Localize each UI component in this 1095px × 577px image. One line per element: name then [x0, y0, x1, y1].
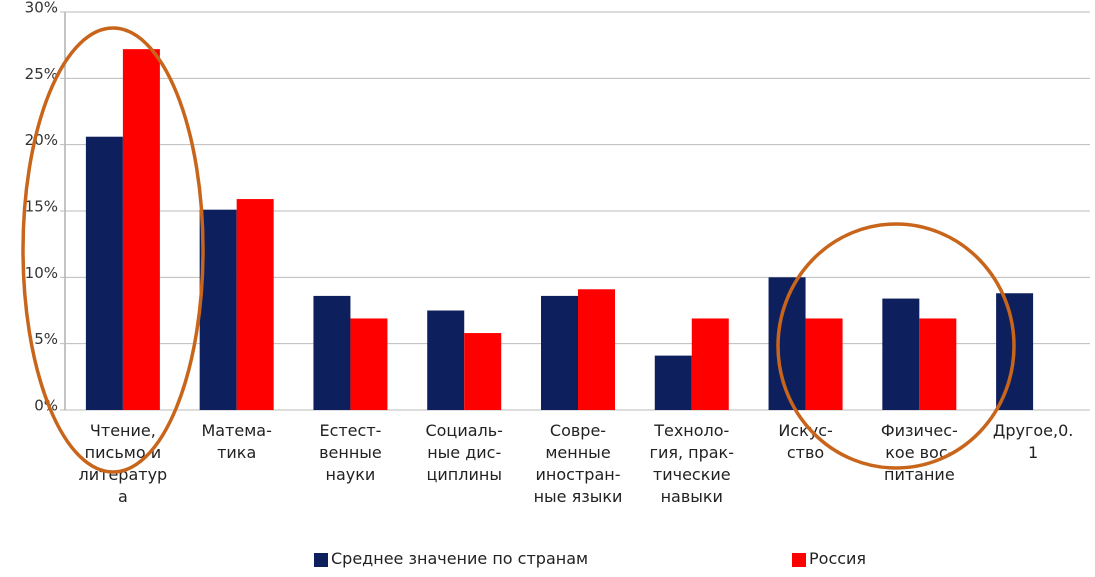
y-tick-label: 25% — [25, 65, 58, 83]
x-tick-label: Совре- менные иностран- ные языки — [533, 421, 623, 506]
bar — [541, 295, 578, 410]
bar — [768, 277, 806, 410]
x-tick-label: Чтение, письмо и литератур а — [78, 421, 168, 506]
x-tick-label: Естест- венные науки — [319, 421, 382, 484]
x-tick-label: Другое,0. 1 — [992, 421, 1074, 462]
bar — [578, 289, 615, 410]
bar — [691, 318, 729, 410]
legend-swatch — [792, 553, 806, 567]
bar — [236, 199, 274, 410]
bar — [350, 318, 388, 410]
legend-swatch — [314, 553, 328, 567]
bar — [805, 318, 843, 410]
bar — [919, 318, 957, 410]
bar — [85, 136, 123, 410]
bar — [199, 209, 237, 410]
y-tick-label: 10% — [25, 264, 58, 282]
bar — [313, 295, 351, 410]
bar — [654, 355, 692, 410]
bar — [996, 293, 1034, 410]
bar — [122, 49, 160, 410]
legend-label: Среднее значение по странам — [331, 549, 589, 568]
x-tick-label: Матема- тика — [201, 421, 272, 462]
y-tick-label: 20% — [25, 131, 58, 149]
x-tick-label: Физичес- кое вос- питание — [880, 421, 958, 484]
x-tick-label: Социаль- ные дис- циплины — [425, 421, 503, 484]
y-tick-label: 30% — [25, 0, 58, 17]
y-tick-label: 5% — [34, 330, 58, 348]
legend-label: Россия — [809, 549, 867, 568]
x-tick-label: Искус- ство — [778, 421, 833, 462]
bar — [427, 310, 465, 410]
x-tick-label: Техноло- гия, прак- тические навыки — [649, 421, 734, 506]
y-tick-label: 15% — [25, 198, 58, 216]
bar — [464, 333, 502, 410]
bar — [882, 298, 920, 410]
y-tick-label: 0% — [34, 397, 58, 415]
